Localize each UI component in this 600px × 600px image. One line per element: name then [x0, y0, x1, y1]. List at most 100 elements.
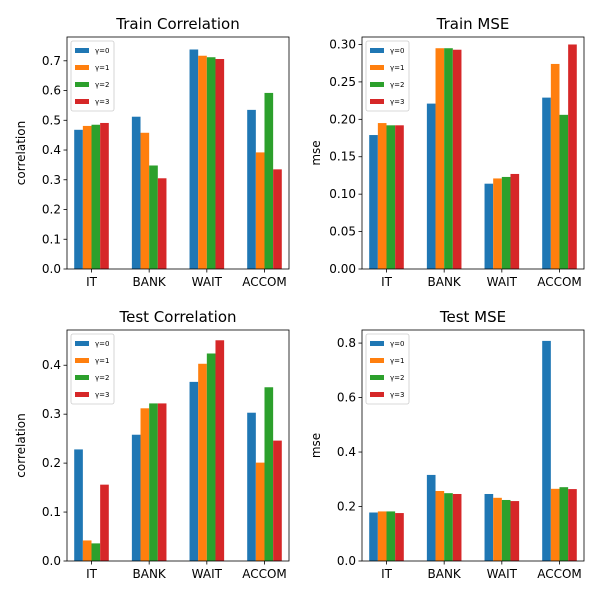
y-tick-label: 0.0	[42, 554, 61, 568]
x-tick-label: WAIT	[192, 275, 223, 289]
legend-label: γ=3	[390, 98, 404, 106]
y-tick-label: 0.7	[42, 54, 61, 68]
legend-swatch-2	[75, 375, 89, 380]
bar-it-series-2	[91, 543, 101, 561]
plot-frame	[66, 36, 290, 270]
legend-label: γ=0	[390, 47, 404, 55]
legend-swatch-3	[75, 392, 89, 397]
bar-it-series-1	[82, 540, 92, 561]
chart-title: Train Correlation	[115, 15, 239, 33]
bar-wait-series-0	[484, 183, 494, 269]
bar-it-series-3	[395, 125, 404, 269]
y-tick-label: 0.10	[329, 187, 356, 201]
y-axis-label: mse	[309, 140, 323, 165]
bar-wait-series-2	[501, 176, 511, 269]
bar-wait-series-1	[198, 55, 207, 269]
bar-accom-series-3	[273, 169, 282, 269]
y-tick-label: 0.2	[42, 456, 61, 470]
bar-accom-series-3	[568, 44, 577, 269]
legend-label: γ=1	[390, 64, 404, 72]
legend: γ=0 γ=1 γ=2 γ=3	[365, 40, 410, 112]
chart-title: Test Correlation	[118, 308, 236, 326]
y-tick-label: 0.20	[329, 112, 356, 126]
bar-accom-series-0	[247, 412, 256, 561]
bar-wait-series-3	[215, 340, 225, 561]
bar-it-series-2	[386, 511, 396, 561]
legend-label: γ=2	[390, 81, 404, 89]
plot-frame	[361, 36, 585, 270]
bar-accom-series-1	[550, 63, 560, 269]
bar-it-series-3	[100, 484, 109, 561]
legend-label: γ=2	[95, 374, 109, 382]
bar-bank-series-0	[426, 474, 436, 561]
bar-it-series-1	[377, 511, 387, 561]
bar-bank-series-3	[157, 403, 167, 561]
legend-swatch-0	[370, 341, 384, 346]
x-tick-label: WAIT	[487, 567, 518, 581]
x-tick-label: BANK	[133, 275, 167, 289]
bar-it-series-3	[100, 122, 109, 269]
plot-frame	[66, 329, 290, 562]
legend-label: γ=3	[95, 98, 109, 106]
bar-wait-series-1	[493, 497, 502, 561]
legend-label: γ=2	[95, 81, 109, 89]
bar-bank-series-2	[444, 48, 453, 270]
bar-bank-series-0	[131, 116, 141, 269]
chart-panel-2: Test Correlation correlation 0.0 0.1 0.2 0.3 0…	[14, 308, 290, 581]
x-tick-label: ACCOM	[242, 567, 287, 581]
legend-label: γ=3	[95, 391, 109, 399]
legend-swatch-1	[75, 65, 89, 70]
x-tick-label: WAIT	[487, 275, 518, 289]
bar-wait-series-0	[189, 381, 199, 561]
legend-label: γ=2	[390, 374, 404, 382]
chart-title: Test MSE	[439, 308, 506, 326]
y-tick-label: 0.3	[42, 173, 61, 187]
bar-bank-series-3	[452, 493, 462, 561]
y-tick-label: 0.0	[337, 554, 356, 568]
bar-wait-series-2	[206, 57, 216, 269]
bar-bank-series-2	[149, 165, 158, 269]
bar-bank-series-2	[444, 493, 453, 561]
y-tick-label: 0.00	[329, 262, 356, 276]
bar-it-series-3	[395, 513, 404, 561]
bar-bank-series-3	[452, 49, 462, 269]
bar-bank-series-2	[149, 403, 158, 561]
legend-box	[70, 333, 115, 405]
legend-label: γ=1	[95, 357, 109, 365]
x-tick-label: IT	[86, 275, 98, 289]
bar-accom-series-2	[264, 387, 274, 561]
y-tick-label: 0.6	[337, 391, 356, 405]
plot-frame	[361, 329, 585, 562]
y-tick-label: 0.0	[42, 262, 61, 276]
bar-bank-series-3	[157, 178, 167, 269]
legend-label: γ=1	[95, 64, 109, 72]
y-axis-label: mse	[309, 433, 323, 458]
legend-swatch-3	[370, 392, 384, 397]
bar-bank-series-1	[435, 48, 445, 270]
bar-it-series-0	[74, 449, 83, 561]
legend: γ=0 γ=1 γ=2 γ=3	[365, 333, 410, 405]
bar-it-series-0	[369, 135, 378, 269]
legend-box	[365, 333, 410, 405]
bar-accom-series-2	[559, 114, 569, 269]
bar-accom-series-0	[542, 97, 551, 269]
y-tick-label: 0.5	[42, 113, 61, 127]
legend-swatch-2	[370, 375, 384, 380]
legend-swatch-0	[370, 48, 384, 53]
bar-bank-series-0	[131, 434, 141, 561]
bar-bank-series-1	[140, 132, 150, 269]
legend-label: γ=1	[390, 357, 404, 365]
legend-swatch-1	[75, 358, 89, 363]
legend-swatch-1	[370, 358, 384, 363]
legend-swatch-0	[75, 341, 89, 346]
legend: γ=0 γ=1 γ=2 γ=3	[70, 40, 115, 112]
bar-it-series-2	[91, 124, 101, 269]
legend-swatch-3	[370, 99, 384, 104]
bar-wait-series-3	[510, 501, 520, 561]
x-tick-label: BANK	[133, 567, 167, 581]
chart-title: Train MSE	[436, 15, 510, 33]
x-tick-label: ACCOM	[537, 567, 582, 581]
bar-accom-series-1	[255, 462, 265, 561]
bar-wait-series-1	[493, 178, 502, 269]
bar-accom-series-3	[273, 440, 282, 561]
